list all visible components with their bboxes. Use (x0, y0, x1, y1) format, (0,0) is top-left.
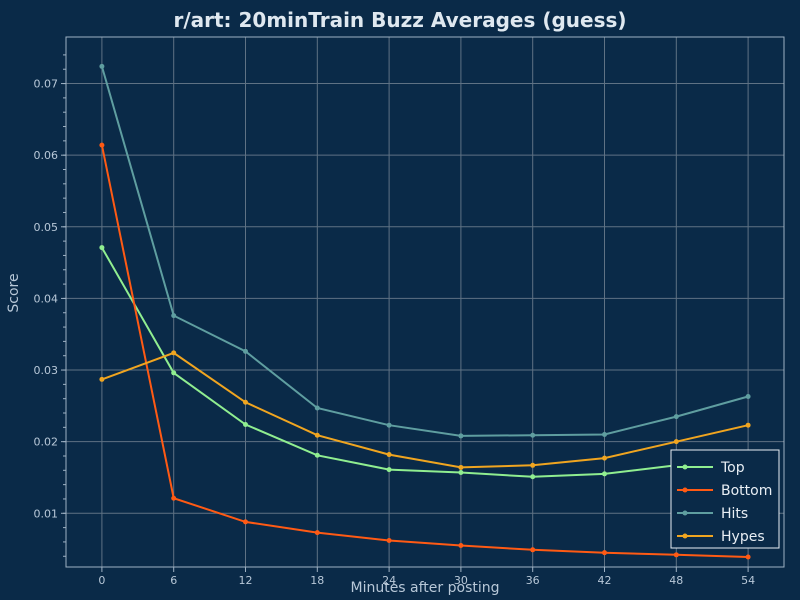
legend-marker-top (682, 464, 688, 470)
y-tick-label: 0.02 (34, 436, 59, 449)
data-point-hits (530, 432, 536, 438)
axes: 0 6 12 18 24 30 36 42 48 54 0.01 0.02 0.03 0.04 0.05 0.… (34, 36, 785, 587)
plot-frame (65, 36, 785, 568)
y-tick-label: 0.03 (34, 364, 59, 377)
data-point-bottom (745, 554, 751, 560)
grid (66, 37, 784, 567)
data-point-hypes (458, 464, 464, 470)
data-point-bottom (386, 538, 392, 543)
data-point-hypes (314, 432, 320, 438)
data-point-hits (673, 414, 679, 420)
data-point-hypes (602, 455, 607, 461)
series-line-top (101, 247, 749, 478)
y-tick-label: 0.07 (34, 78, 59, 91)
x-tick-label: 12 (239, 574, 253, 587)
data-point-hits (99, 63, 105, 69)
data-point-bottom (602, 550, 607, 556)
legend-label-bottom: Bottom (721, 483, 772, 499)
legend-marker-hits (682, 510, 688, 516)
series-line-bottom (100, 144, 749, 558)
x-axis-label: Minutes after posting (350, 580, 499, 596)
data-point-top (530, 474, 536, 480)
data-point-bottom (99, 142, 105, 148)
data-point-hypes (745, 422, 751, 428)
data-point-top (171, 370, 177, 376)
data-point-top (458, 469, 464, 475)
data-point-bottom (243, 519, 248, 525)
data-point-bottom (530, 547, 536, 553)
data-point-bottom (171, 495, 177, 501)
data-point-hypes (171, 350, 177, 356)
data-point-hypes (386, 452, 392, 458)
data-point-top (99, 245, 105, 251)
y-tick-label: 0.01 (34, 507, 59, 520)
legend: Top Bottom Hits Hypes (670, 449, 780, 549)
legend-label-top: Top (720, 460, 745, 476)
legend-label-hypes: Hypes (721, 529, 765, 545)
x-tick-label: 48 (669, 574, 683, 587)
data-point-bottom (314, 530, 320, 536)
x-tick-label: 18 (310, 574, 324, 587)
data-point-bottom (458, 543, 464, 549)
data-point-top (314, 452, 320, 458)
data-point-hits (171, 313, 177, 319)
data-point-hits (458, 433, 464, 439)
x-tick-label: 30 (454, 574, 468, 587)
data-point-hits (745, 394, 751, 400)
data-point-top (602, 471, 607, 477)
data-point-hypes (243, 399, 248, 405)
data-point-hypes (673, 439, 679, 445)
chart-title: r/art: 20minTrain Buzz Averages (guess) (173, 8, 626, 32)
y-tick-label: 0.06 (34, 149, 59, 162)
series-line-hypes (101, 351, 749, 469)
legend-label-hits: Hits (721, 506, 748, 522)
x-tick-label: 42 (598, 574, 612, 587)
x-tick-label: 36 (526, 574, 540, 587)
x-tick-label: 54 (741, 574, 755, 587)
data-point-bottom (673, 552, 679, 558)
series-line-hits (100, 66, 749, 437)
x-tick-label: 0 (98, 574, 105, 587)
data-point-hits (243, 348, 248, 354)
data-point-hypes (530, 462, 536, 468)
x-tick-label: 6 (170, 574, 177, 587)
data-point-hits (314, 405, 320, 411)
y-axis-label: Score (6, 273, 22, 312)
x-tick-label: 24 (382, 574, 396, 587)
data-point-hits (386, 422, 392, 428)
y-tick-label: 0.04 (34, 292, 59, 305)
data-point-top (243, 421, 248, 427)
data-point-hits (602, 432, 607, 437)
y-tick-label: 0.05 (34, 221, 59, 234)
data-point-top (386, 467, 392, 473)
data-point-hypes (99, 376, 105, 382)
series-group (99, 63, 751, 560)
legend-marker-bottom (682, 487, 688, 493)
legend-marker-hypes (682, 533, 688, 539)
